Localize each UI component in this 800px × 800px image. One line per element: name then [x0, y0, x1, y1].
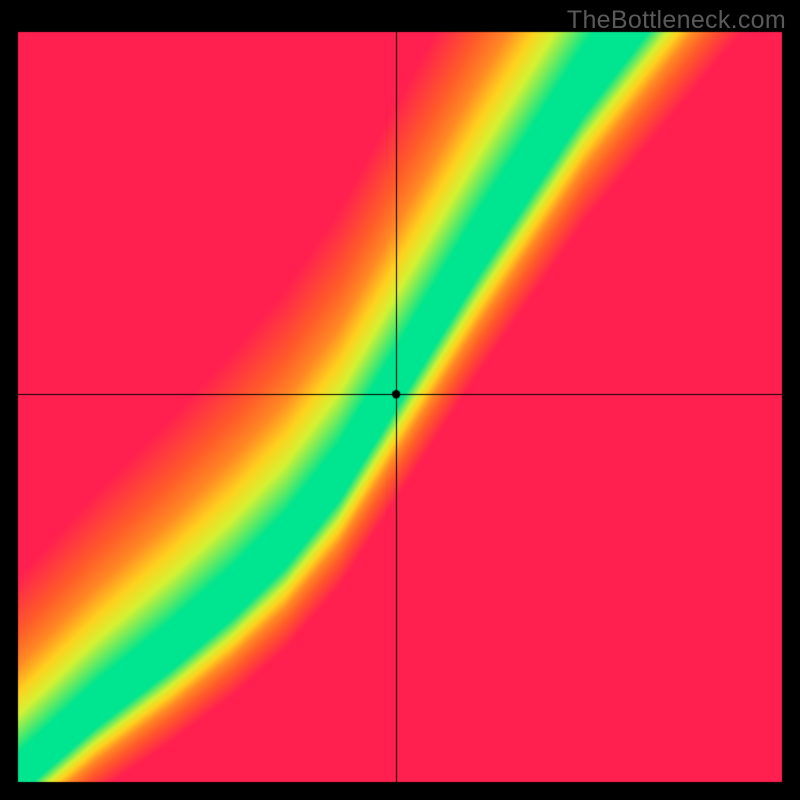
heatmap-canvas — [0, 0, 800, 800]
watermark-label: TheBottleneck.com — [567, 6, 786, 35]
chart-container: TheBottleneck.com — [0, 0, 800, 800]
